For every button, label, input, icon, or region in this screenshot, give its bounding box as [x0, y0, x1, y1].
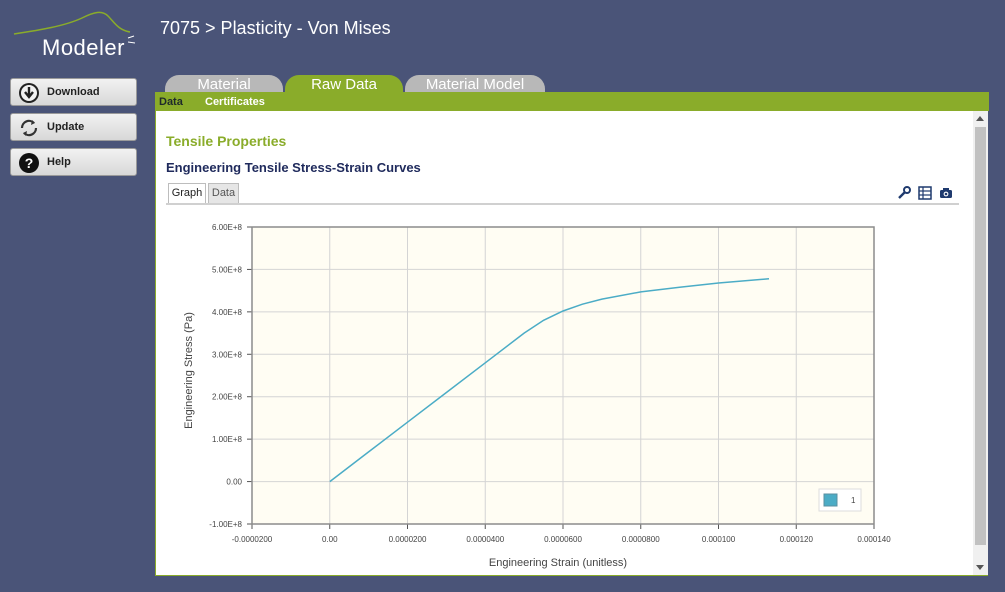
content-panel: Tensile Properties Engineering Tensile S… [155, 111, 988, 576]
table-icon[interactable] [918, 186, 932, 200]
legend-swatch [823, 493, 838, 507]
legend-label: 1 [851, 496, 856, 505]
x-tick-label: 0.000120 [780, 535, 814, 544]
x-tick-label: -0.0000200 [232, 535, 273, 544]
vertical-scrollbar[interactable] [973, 111, 988, 575]
tab-data-view[interactable]: Data [208, 183, 239, 203]
x-tick-label: 0.000140 [857, 535, 891, 544]
scroll-down-icon[interactable] [976, 565, 984, 570]
y-tick-label: 0.00 [226, 478, 242, 487]
tab-raw-data[interactable]: Raw Data [285, 75, 403, 93]
x-tick-label: 0.000100 [702, 535, 736, 544]
y-tick-label: 3.00E+8 [212, 350, 243, 359]
y-tick-label: -1.00E+8 [209, 520, 242, 529]
help-icon: ? [19, 153, 39, 173]
scroll-up-icon[interactable] [976, 116, 984, 121]
chart-title: Engineering Tensile Stress-Strain Curves [166, 160, 421, 175]
subtab-bar: Data Certificates [155, 92, 989, 111]
section-title: Tensile Properties [166, 133, 287, 149]
camera-icon[interactable] [939, 186, 953, 200]
download-icon [19, 83, 39, 103]
wrench-icon[interactable] [897, 186, 911, 200]
update-button[interactable]: Update [10, 113, 137, 141]
x-tick-label: 0.0000800 [622, 535, 660, 544]
series-line-1 [329, 278, 770, 483]
subtab-certificates[interactable]: Certificates [205, 96, 265, 108]
page-title: 7075 > Plasticity - Von Mises [160, 18, 391, 38]
x-axis-label: Engineering Strain (unitless) [489, 557, 627, 569]
refresh-icon [20, 119, 38, 137]
x-tick-label: 0.0000600 [544, 535, 582, 544]
download-button[interactable]: Download [10, 78, 137, 106]
y-tick-label: 6.00E+8 [212, 223, 243, 232]
y-tick-label: 5.00E+8 [212, 265, 243, 274]
logo-swoosh-icon [13, 11, 136, 44]
tab-material-model[interactable]: Material Model [405, 75, 545, 93]
view-tab-divider [166, 203, 959, 205]
x-tick-label: 0.00 [322, 535, 338, 544]
svg-text:?: ? [25, 155, 34, 171]
download-label: Download [47, 86, 100, 98]
logo-text: Modeler [42, 35, 125, 60]
plot-frame [251, 226, 875, 525]
tab-material[interactable]: Material [165, 75, 283, 93]
modeler-logo: Modeler [10, 8, 140, 60]
update-label: Update [47, 121, 85, 133]
y-tick-label: 2.00E+8 [212, 393, 243, 402]
x-tick-label: 0.0000200 [389, 535, 427, 544]
y-axis-label: Engineering Stress (Pa) [183, 312, 195, 429]
help-button[interactable]: ? Help [10, 148, 137, 176]
subtab-data[interactable]: Data [159, 96, 183, 108]
y-tick-label: 4.00E+8 [212, 308, 243, 317]
tab-graph[interactable]: Graph [168, 183, 206, 203]
stress-strain-chart: -0.0000200 0.00 0.0000200 0.0000400 0.000060… [183, 223, 891, 569]
help-label: Help [47, 156, 71, 168]
scrollbar-thumb[interactable] [975, 127, 986, 545]
x-tick-label: 0.0000400 [466, 535, 504, 544]
y-tick-label: 1.00E+8 [212, 435, 243, 444]
